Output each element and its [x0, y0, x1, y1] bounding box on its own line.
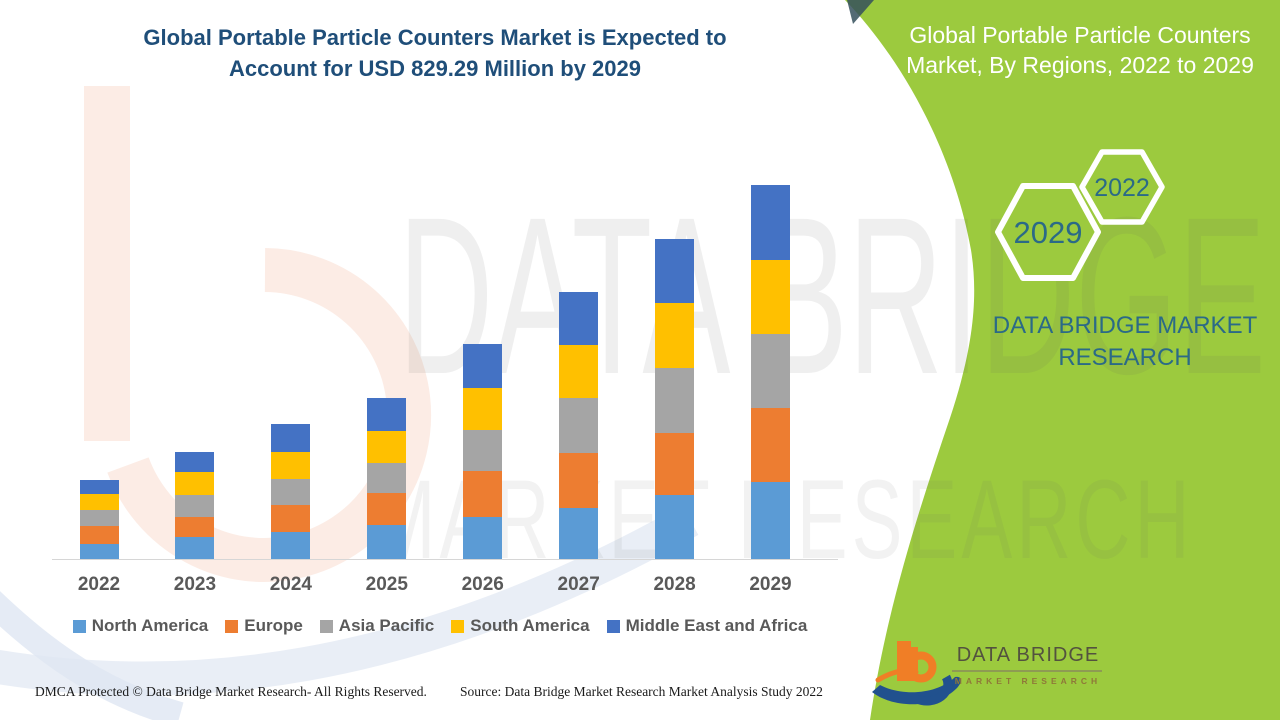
hexagon-2029-outline: [995, 183, 1101, 281]
watermark-swoosh-corner: [0, 591, 184, 720]
hexagon-2022: 2022: [1079, 149, 1165, 225]
chart-title: Global Portable Particle Counters Market…: [75, 22, 795, 84]
green-panel-shape: [845, 0, 1280, 720]
hexagon-year-badges: 2022 2029: [995, 149, 1165, 281]
brand-caption: DATA BRIDGE MARKET RESEARCH: [955, 310, 1280, 374]
x-axis-line: [52, 559, 838, 560]
chart-legend: North America Europe Asia Pacific South Ame…: [40, 616, 840, 636]
legend-label: Europe: [244, 616, 303, 635]
legend-swatch: [606, 619, 620, 633]
logo-b-bowl: [905, 651, 937, 683]
logo-blue-d: [915, 674, 953, 706]
chart-title-line1: Global Portable Particle Counters Market…: [143, 25, 727, 50]
brand-caption-line2: RESEARCH: [1058, 344, 1192, 371]
footer-source-text: Source: Data Bridge Market Research Mark…: [460, 684, 823, 699]
hexagon-2022-outline: [1079, 149, 1165, 225]
logo-underline: [952, 670, 1102, 672]
brand-caption-line1: DATA BRIDGE MARKET: [992, 312, 1258, 339]
legend-item: Asia Pacific: [319, 616, 435, 636]
legend-label: North America: [91, 616, 209, 635]
legend-swatch: [225, 619, 239, 633]
chart-title-line2: Account for USD 829.29 Million by 2029: [228, 56, 641, 81]
hexagon-2022-year: 2022: [1094, 174, 1150, 202]
legend-item: South America: [451, 616, 590, 636]
legend-item: Europe: [225, 616, 303, 636]
watermark-swoosh-large: [0, 505, 699, 696]
logo-subtitle-text: MARKET RESEARCH: [954, 676, 1102, 686]
watermark-b-stem: [84, 86, 130, 441]
panel-heading-line2: Market, By Regions, 2022 to 2029: [906, 52, 1254, 78]
legend-item: Middle East and Africa: [606, 616, 808, 636]
panel-heading-line1: Global Portable Particle Counters: [909, 22, 1251, 48]
legend-label: South America: [470, 616, 590, 635]
legend-item: North America: [72, 616, 209, 636]
hexagon-2029: 2029: [995, 183, 1101, 281]
logo-name-text: DATA BRIDGE: [956, 644, 1100, 666]
legend-label: Middle East and Africa: [625, 616, 808, 635]
footer-dmca-text: DMCA Protected © Data Bridge Market Rese…: [35, 684, 427, 699]
legend-label: Asia Pacific: [338, 616, 435, 635]
corner-accent-shape: [847, 0, 874, 24]
panel-heading: Global Portable Particle Counters Market…: [882, 20, 1278, 80]
legend-swatch: [451, 619, 465, 633]
legend-swatch: [72, 619, 86, 633]
legend-swatch: [319, 619, 333, 633]
hexagon-2029-year: 2029: [1014, 215, 1083, 250]
logo-orange-flick: [875, 668, 919, 683]
